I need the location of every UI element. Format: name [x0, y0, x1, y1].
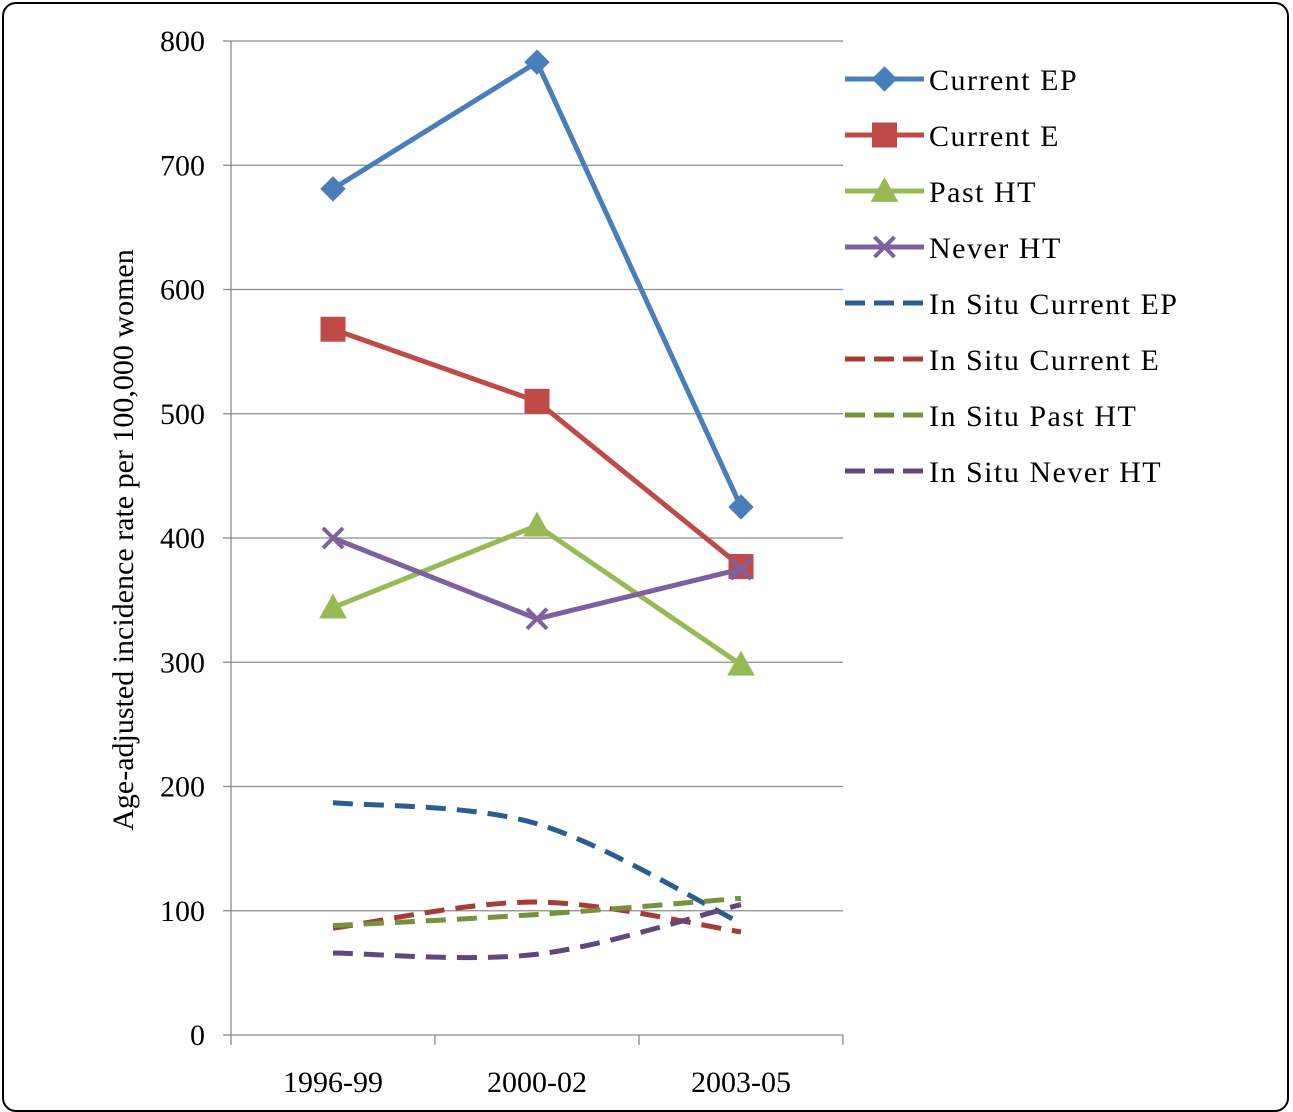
legend-marker — [871, 66, 898, 92]
legend-item-current-e: Current E — [845, 120, 1060, 153]
legend-label: In Situ Never HT — [929, 456, 1162, 489]
data-point-current-ep — [524, 49, 550, 75]
legend-label: In Situ Current E — [929, 344, 1160, 377]
legend-label: Past HT — [929, 176, 1037, 209]
legend-label: In Situ Past HT — [929, 400, 1137, 433]
legend-label: In Situ Current EP — [929, 288, 1179, 321]
data-point-past-ht — [727, 650, 755, 676]
series-line-never-ht — [332, 535, 742, 622]
y-axis-title: Age-adjusted incidence rate per 100,000 … — [107, 249, 140, 830]
data-point-current-ep — [728, 494, 754, 520]
y-tick-label: 700 — [160, 149, 205, 182]
series-line-current-ep — [331, 59, 744, 508]
legend-marker — [872, 122, 897, 148]
data-point-past-ht — [523, 511, 551, 537]
series-line-in-situ-current-e — [332, 899, 742, 935]
axes — [223, 40, 844, 1045]
data-point-never-ht — [321, 526, 345, 550]
series-current-e — [320, 316, 754, 580]
series-line-past-ht — [332, 523, 743, 667]
legend-item-in-situ-current-e: In Situ Current E — [845, 344, 1160, 377]
x-tick-labels: 1996-99 2000-02 2003-05 — [283, 1066, 791, 1099]
legend-item-in-situ-past-ht: In Situ Past HT — [845, 400, 1137, 433]
x-tick-label: 1996-99 — [283, 1066, 383, 1099]
series-in-situ-current-e — [332, 899, 742, 935]
data-point-never-ht — [729, 557, 753, 581]
series-line-in-situ-current-ep — [332, 800, 743, 926]
x-tick-label: 2003-05 — [691, 1066, 791, 1099]
legend-label: Current EP — [929, 64, 1078, 97]
x-tick-label: 2000-02 — [487, 1066, 587, 1099]
data-point-current-ep — [320, 176, 346, 202]
series-past-ht — [319, 511, 755, 676]
legend-label: Never HT — [929, 232, 1062, 265]
series-current-ep — [320, 49, 754, 520]
data-point-never-ht — [525, 607, 549, 631]
legend-item-current-ep: Current EP — [845, 64, 1078, 97]
gridlines — [231, 40, 843, 912]
y-tick-label: 600 — [160, 274, 205, 307]
y-tick-label: 800 — [160, 25, 205, 58]
series-in-situ-never-ht — [332, 902, 742, 961]
data-point-past-ht — [319, 593, 347, 619]
y-tick-label: 300 — [160, 646, 205, 679]
legend-item-in-situ-never-ht: In Situ Never HT — [845, 456, 1162, 489]
legend-item-in-situ-current-ep: In Situ Current EP — [845, 288, 1179, 321]
y-tick-label: 0 — [190, 1019, 205, 1052]
y-tick-label: 400 — [160, 522, 205, 555]
legend-item-past-ht: Past HT — [845, 176, 1037, 209]
legend: Current EP Current E Past HT Never HT In Sit… — [845, 64, 1179, 489]
y-tick-label: 500 — [160, 398, 205, 431]
series-in-situ-current-ep — [332, 800, 743, 926]
y-tick-label: 100 — [160, 895, 205, 928]
series-line-in-situ-past-ht — [332, 895, 742, 929]
series-in-situ-past-ht — [332, 895, 742, 929]
legend-label: Current E — [929, 120, 1060, 153]
data-point-current-e — [524, 388, 550, 414]
series-never-ht — [321, 526, 753, 631]
series-line-in-situ-never-ht — [332, 902, 742, 961]
data-point-current-e — [320, 316, 346, 342]
series-lines — [319, 49, 755, 961]
legend-item-never-ht: Never HT — [845, 232, 1062, 265]
legend-marker — [870, 176, 899, 202]
y-tick-labels: 0 100 200 300 400 500 600 700 800 — [160, 25, 205, 1052]
y-tick-label: 200 — [160, 771, 205, 804]
legend-marker — [873, 235, 896, 259]
